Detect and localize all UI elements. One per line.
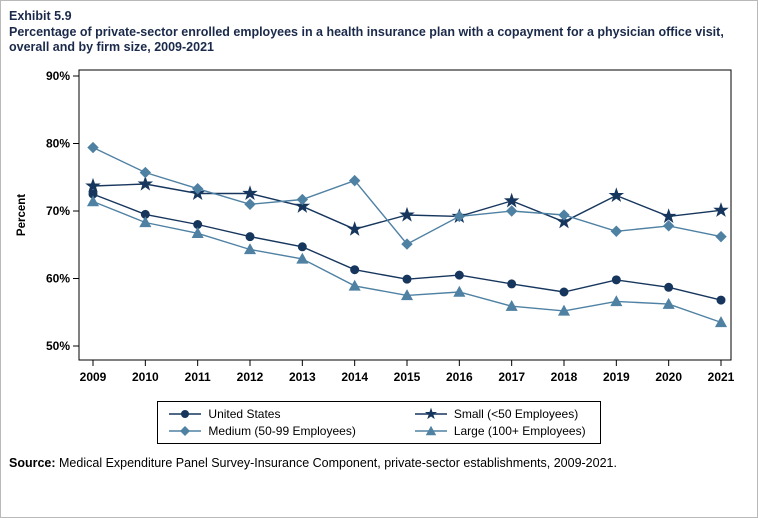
line-chart: 50% 60% 70% 80% 90% 2009 2010 2011 2012 2013 2014 2… (16, 69, 735, 384)
x-tick-label: 2015 (394, 370, 421, 384)
star-marker (503, 192, 520, 208)
y-tick-label: 60% (46, 271, 70, 285)
x-tick-label: 2012 (237, 370, 264, 384)
x-tick-label: 2017 (498, 370, 525, 384)
diamond-marker (191, 182, 204, 195)
diamond-marker (453, 210, 466, 222)
x-tick-label: 2016 (446, 370, 473, 384)
star-marker (713, 202, 729, 217)
triangle-marker (296, 252, 309, 264)
x-tick-label: 2009 (80, 370, 107, 384)
diamond-marker (558, 209, 570, 221)
circle-marker (181, 409, 190, 418)
triangle-marker (400, 289, 414, 300)
triangle-marker (139, 216, 152, 228)
chart-header: Exhibit 5.9 Percentage of private-sector… (1, 1, 757, 56)
diamond-marker (401, 238, 413, 250)
y-axis-label: Percent (16, 194, 28, 236)
triangle-marker (453, 285, 466, 297)
star-marker (346, 220, 363, 236)
legend-label: Medium (50-99 Employees) (208, 423, 356, 438)
triangle-legend-icon (414, 425, 447, 436)
triangle-marker (191, 226, 204, 238)
diamond-legend-icon (169, 425, 202, 436)
y-tick-label: 70% (46, 204, 70, 218)
triangle-marker (86, 195, 100, 207)
series-diamond (87, 141, 727, 250)
plot-frame (78, 69, 732, 361)
star-marker (660, 208, 677, 223)
star-marker (137, 175, 154, 191)
series-line (92, 146, 722, 245)
circle-marker (402, 274, 412, 284)
x-tick-label: 2014 (341, 370, 368, 384)
circle-marker (297, 242, 307, 252)
triangle-marker (610, 295, 623, 307)
diamond-marker (715, 230, 727, 243)
y-tick-label: 80% (46, 136, 70, 150)
legend-item: Large (100+ Employees) (414, 424, 586, 438)
diamond-marker (662, 220, 675, 232)
triangle-marker (348, 279, 361, 291)
star-marker (608, 187, 625, 202)
x-tick-label: 2011 (185, 370, 211, 384)
star-legend-icon (414, 407, 447, 420)
x-tick-label: 2010 (132, 370, 159, 384)
diamond-marker (180, 425, 191, 436)
star-marker (85, 177, 101, 193)
diamond-marker (296, 193, 309, 206)
series-triangle (86, 195, 728, 327)
diamond-marker (244, 198, 256, 210)
diamond-marker (87, 141, 99, 154)
circle-marker (716, 295, 726, 305)
diamond-marker (505, 205, 518, 217)
triangle-marker (714, 316, 728, 327)
triangle-marker (662, 297, 675, 309)
triangle-marker (425, 425, 437, 436)
source-note: Source: Medical Expenditure Panel Survey… (9, 456, 757, 470)
circle-marker (559, 287, 569, 297)
legend-label: Large (100+ Employees) (453, 423, 586, 438)
triangle-marker (505, 299, 518, 311)
circle-marker (507, 279, 517, 289)
legend-label: Small (<50 Employees) (453, 406, 579, 421)
star-marker (242, 185, 258, 200)
chart-title: Percentage of private-sector enrolled em… (9, 24, 724, 55)
circle-marker (611, 275, 621, 285)
source-text: Medical Expenditure Panel Survey-Insuran… (55, 455, 617, 470)
legend-item: United States (168, 407, 355, 421)
chart-legend: United States Small (<50 Employees) Medium… (157, 400, 601, 444)
y-tick-label: 50% (46, 339, 70, 353)
diamond-marker (610, 225, 623, 237)
star-marker (424, 407, 437, 420)
star-marker (556, 213, 572, 229)
x-tick-label: 2019 (603, 370, 630, 384)
star-marker (399, 206, 415, 222)
star-marker (294, 197, 311, 213)
series-star (85, 175, 729, 236)
triangle-marker (243, 243, 257, 255)
triangle-marker (557, 304, 571, 316)
legend-label: United States (208, 406, 281, 421)
x-tick-label: 2018 (551, 370, 578, 384)
diamond-marker (139, 166, 152, 179)
y-tick-label: 90% (46, 69, 70, 83)
legend-item: Small (<50 Employees) (414, 407, 586, 421)
chart-area: 50% 60% 70% 80% 90% 2009 2010 2011 2012 2013 2014 2… (1, 58, 757, 395)
series-circle (88, 189, 726, 305)
circle-marker (664, 282, 674, 292)
series-line (92, 200, 722, 323)
legend-item: Medium (50-99 Employees) (168, 423, 356, 438)
diamond-marker (348, 174, 361, 187)
circle-marker (350, 265, 360, 275)
x-tick-label: 2013 (289, 370, 316, 384)
circle-marker (454, 270, 464, 280)
source-label: Source: (9, 455, 56, 470)
x-tick-label: 2020 (655, 370, 682, 384)
x-tick-label: 2021 (708, 370, 735, 384)
exhibit-label: Exhibit 5.9 (9, 9, 72, 23)
circle-marker (245, 232, 255, 242)
circle-legend-icon (169, 409, 202, 418)
